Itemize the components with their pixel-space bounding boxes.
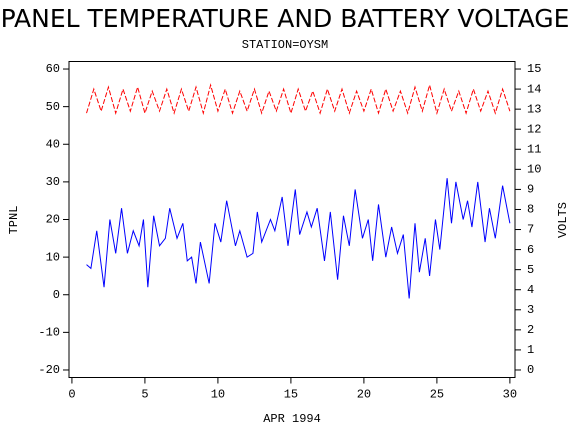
- y-tick-label: -10: [38, 326, 60, 340]
- y-axis-label: TPNL: [7, 206, 21, 235]
- y-tick-label: -20: [38, 363, 60, 377]
- y-tick-label: 10: [46, 250, 60, 264]
- y-tick-label: 30: [46, 175, 60, 189]
- x-tick-label: 0: [68, 388, 75, 402]
- x-axis-label: APR 1994: [263, 412, 321, 426]
- y2-tick-label: 1: [527, 343, 534, 357]
- y2-tick-label: 0: [527, 363, 534, 377]
- y-tick-label: 60: [46, 62, 60, 76]
- y2-tick-label: 7: [527, 223, 534, 237]
- x-tick-label: 15: [284, 388, 298, 402]
- chart-title: PANEL TEMPERATURE AND BATTERY VOLTAGE: [1, 4, 570, 33]
- chart-subtitle: STATION=OYSM: [242, 38, 328, 52]
- y-tick-label: 0: [53, 288, 60, 302]
- y-tick-label: 20: [46, 213, 60, 227]
- y2-tick-label: 2: [527, 323, 534, 337]
- y2-tick-label: 6: [527, 243, 534, 257]
- y2-tick-label: 3: [527, 303, 534, 317]
- y-tick-label: 40: [46, 137, 60, 151]
- y2-tick-label: 11: [527, 142, 541, 156]
- y2-tick-label: 12: [527, 122, 541, 136]
- x-tick-label: 10: [211, 388, 225, 402]
- y-tick-label: 50: [46, 100, 60, 114]
- x-tick-label: 25: [430, 388, 444, 402]
- y2-tick-label: 15: [527, 62, 541, 76]
- x-tick-label: 5: [141, 388, 148, 402]
- y2-tick-label: 4: [527, 283, 534, 297]
- y2-tick-label: 13: [527, 102, 541, 116]
- y2-tick-label: 9: [527, 183, 534, 197]
- data-line: [86, 178, 511, 299]
- data-line: [86, 83, 511, 116]
- y2-tick-label: 10: [527, 163, 541, 177]
- y2-tick-label: 5: [527, 263, 534, 277]
- y2-axis-label: VOLTS: [556, 202, 570, 238]
- y2-tick-label: 8: [527, 203, 534, 217]
- y2-tick-label: 14: [527, 82, 541, 96]
- x-tick-label: 30: [503, 388, 517, 402]
- x-tick-label: 20: [357, 388, 371, 402]
